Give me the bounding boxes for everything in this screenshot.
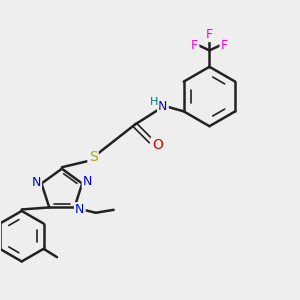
Text: H: H	[150, 97, 158, 106]
Text: N: N	[83, 175, 92, 188]
Text: N: N	[158, 100, 168, 113]
Text: O: O	[152, 138, 163, 152]
Text: N: N	[75, 203, 85, 216]
Text: S: S	[89, 150, 98, 164]
Text: F: F	[221, 39, 228, 52]
Text: N: N	[32, 176, 41, 188]
Text: F: F	[206, 28, 213, 41]
Text: F: F	[191, 39, 198, 52]
